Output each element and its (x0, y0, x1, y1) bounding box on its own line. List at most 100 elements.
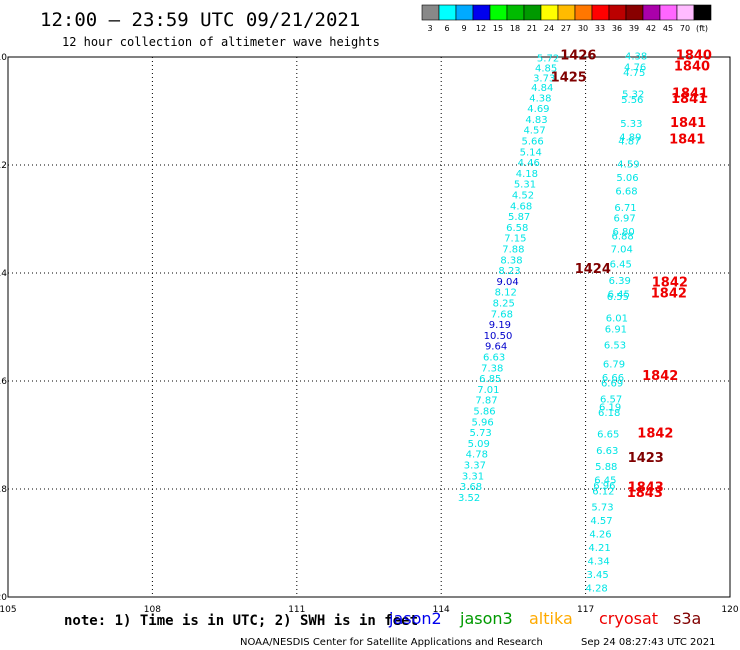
legend-swatch (608, 4, 627, 21)
data-label: 1843 (627, 486, 663, 501)
y-tick-label: -10 (0, 53, 7, 63)
data-label: 4.21 (588, 543, 610, 554)
data-label: 9.04 (496, 277, 518, 288)
data-label: 6.58 (506, 223, 528, 234)
data-label: 6.18 (598, 408, 620, 419)
data-label: 3.45 (587, 570, 609, 581)
data-label: 7.88 (502, 244, 524, 255)
data-label: 1424 (575, 262, 611, 277)
data-label: 6.19 (599, 403, 621, 414)
data-label: 5.06 (616, 173, 638, 184)
data-label: 5.32 (622, 90, 644, 101)
data-label: 4.68 (510, 201, 532, 212)
data-label: 1842 (637, 427, 673, 442)
data-label: 5.56 (621, 95, 643, 106)
data-label: 5.31 (514, 180, 536, 191)
legend-swatch (625, 4, 644, 21)
data-label: 1842 (651, 286, 687, 301)
legend-swatch (659, 4, 678, 21)
data-label: 5.09 (468, 439, 490, 450)
legend-swatch (574, 4, 593, 21)
data-label: 6.85 (479, 374, 501, 385)
data-label: 4.76 (624, 63, 646, 74)
legend-tick-label: 6 (444, 24, 449, 33)
data-label: 4.89 (619, 133, 641, 144)
legend-swatch (489, 4, 508, 21)
data-label: 4.87 (618, 136, 640, 147)
series-legend: jason2 jason3 altika cryosat s3a (388, 609, 701, 628)
data-label: 4.83 (525, 115, 547, 126)
y-tick-label: -12 (0, 161, 7, 171)
data-label: 6.68 (615, 187, 637, 198)
legend-swatch (421, 4, 440, 21)
legend-swatch (472, 4, 491, 21)
legend-tick-label: 36 (612, 24, 622, 33)
data-label: 6.39 (609, 276, 631, 287)
data-label: 6.97 (613, 214, 635, 225)
data-label: 1843 (628, 481, 664, 496)
data-label: 5.96 (471, 417, 493, 428)
data-label: 4.59 (617, 160, 639, 171)
legend-tick-label: 27 (561, 24, 571, 33)
data-label: 3.52 (458, 493, 480, 504)
data-label: 1841 (672, 87, 708, 102)
data-label: 8.38 (500, 255, 522, 266)
legend-swatch (591, 4, 610, 21)
data-label: 6.45 (594, 476, 616, 487)
data-label: 4.28 (586, 584, 608, 595)
legend-swatch (557, 4, 576, 21)
data-label: 8.12 (495, 288, 517, 299)
data-label: 4.78 (466, 450, 488, 461)
legend-swatch (676, 4, 695, 21)
y-tick-label: -14 (0, 269, 7, 279)
legend-swatch (642, 4, 661, 21)
data-label: 6.65 (597, 430, 619, 441)
data-label: 6.45 (610, 260, 632, 271)
legend-swatch (540, 4, 559, 21)
legend-tick-label: 33 (595, 24, 605, 33)
data-label: 7.87 (475, 396, 497, 407)
data-label: 7.01 (477, 385, 499, 396)
data-label: 4.34 (587, 557, 609, 568)
data-label: 6.01 (606, 314, 628, 325)
color-scale-legend: 3 6 9 12 15 18 21 24 27 30 33 36 39 42 45 70 (ft) (421, 4, 712, 33)
data-label: 6.57 (600, 395, 622, 406)
legend-tick-label: 70 (680, 24, 690, 33)
data-label: 6.12 (592, 486, 614, 497)
x-tick-label: 120 (721, 605, 738, 615)
legend-swatch (455, 4, 474, 21)
data-label: 5.73 (591, 503, 613, 514)
data-label: 3.37 (464, 460, 486, 471)
data-label: 1840 (674, 60, 710, 75)
data-label: 10.50 (484, 331, 513, 342)
data-label: 6.80 (612, 227, 634, 238)
data-label: 4.52 (512, 190, 534, 201)
data-label: 6.66 (602, 373, 624, 384)
legend-swatch (506, 4, 525, 21)
chart-title: 12:00 – 23:59 UTC 09/21/2021 (40, 9, 360, 31)
x-tick-label: 117 (577, 605, 594, 615)
data-label: 6.71 (614, 203, 636, 214)
footer-credit: NOAA/NESDIS Center for Satellite Applica… (240, 637, 543, 648)
y-tick-label: -18 (0, 485, 7, 495)
data-label: 1841 (669, 132, 705, 147)
data-label: 8.25 (493, 298, 515, 309)
plot-frame (7, 56, 731, 598)
y-tick-label: -16 (0, 377, 7, 387)
data-label: 3.31 (462, 471, 484, 482)
series-legend-item: cryosat (599, 609, 658, 628)
data-label: 1426 (560, 49, 596, 64)
x-tick-label: 111 (288, 605, 305, 615)
series-legend-item: jason2 (388, 609, 442, 628)
legend-tick-label: 18 (510, 24, 520, 33)
data-label: 4.69 (527, 104, 549, 115)
data-label: 1842 (642, 369, 678, 384)
data-label: 6.96 (593, 481, 615, 492)
data-label: 4.18 (516, 169, 538, 180)
legend-tick-label: 30 (578, 24, 588, 33)
data-label: 7.68 (491, 309, 513, 320)
data-label: 6.63 (596, 446, 618, 457)
legend-tick-label: 45 (663, 24, 673, 33)
data-label: 5.86 (473, 406, 495, 417)
data-label: 6.79 (603, 360, 625, 371)
